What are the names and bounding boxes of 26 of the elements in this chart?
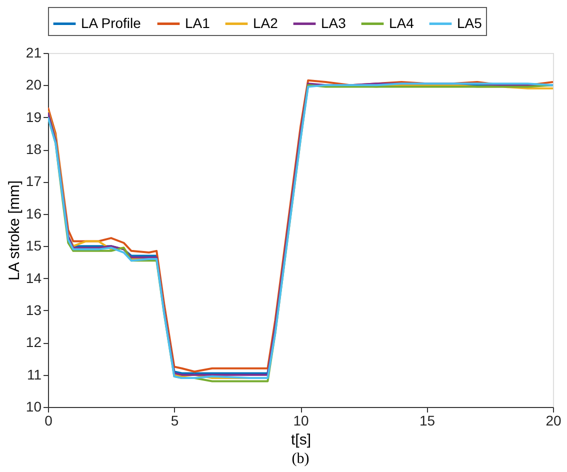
y-tick-label: 12	[26, 334, 42, 350]
legend-label: LA3	[321, 14, 346, 31]
legend-label: LA1	[185, 14, 210, 31]
x-tick-label: 5	[170, 412, 179, 428]
y-tick-label: 21	[26, 44, 42, 60]
y-tick-label: 13	[26, 302, 42, 318]
legend-label: LA4	[389, 14, 414, 31]
y-tick-label: 20	[26, 76, 42, 93]
y-tick-label: 11	[26, 366, 42, 382]
x-tick-label: 10	[293, 412, 309, 428]
y-tick-label: 18	[26, 141, 42, 158]
legend-label: LA Profile	[81, 14, 142, 31]
y-tick-label: 14	[26, 270, 42, 286]
x-axis-title: t[s]	[290, 432, 312, 448]
x-tick-label: 0	[44, 412, 53, 428]
x-tick-label: 15	[419, 412, 436, 428]
y-tick-label: 16	[26, 205, 42, 222]
y-tick-label: 19	[26, 108, 42, 125]
y-tick-label: 10	[26, 398, 42, 414]
y-tick-label: 17	[26, 173, 42, 190]
text: (b)	[292, 451, 310, 467]
y-tick-label: 15	[26, 238, 42, 254]
y-axis-title: LA stroke [mm]	[6, 180, 23, 281]
legend-label: LA2	[253, 14, 278, 31]
legend-label: LA5	[457, 14, 482, 31]
x-tick-label: 20	[546, 412, 562, 428]
